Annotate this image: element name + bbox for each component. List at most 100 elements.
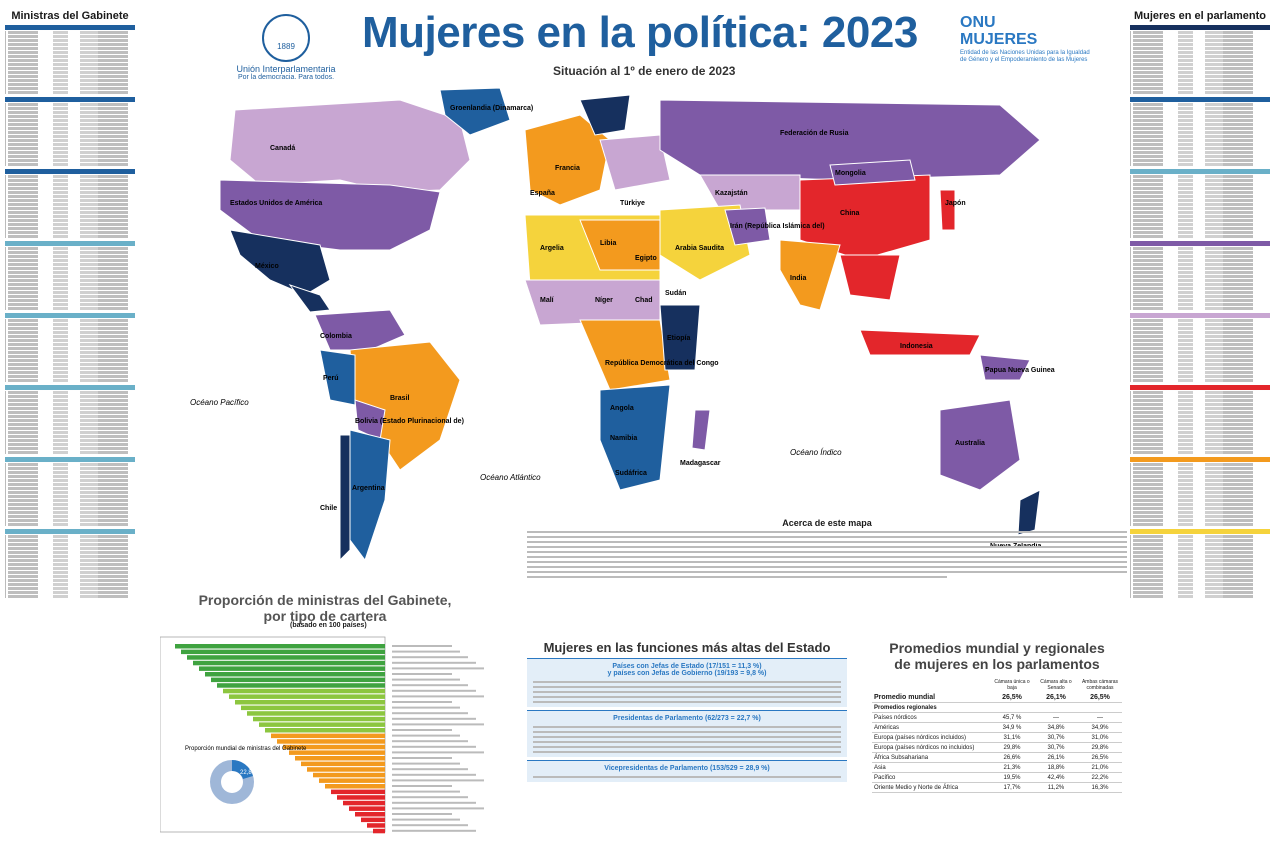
functions-box-deputy: Vicepresidentas de Parlamento (153/529 =… [527,760,847,782]
cabinet-bar-label [392,740,468,743]
cabinet-ministers-panel: Ministras del Gabinete [5,10,135,830]
cabinet-bar-label [392,712,468,715]
label-india: India [790,275,806,282]
world-map: Canadá Estados Unidos de América México … [190,87,1055,562]
label-drc: República Democrática del Congo [605,360,719,367]
rank-band [5,529,135,534]
label-ethiopia: Etiopía [667,335,690,342]
region-southern-africa [599,384,671,491]
rank-rows [1130,463,1270,526]
label-brazil: Brasil [390,395,410,402]
region-europe-west [524,114,611,206]
cabinet-bar [181,649,385,655]
cabinet-bar-label [392,673,452,675]
region-usa [219,179,441,251]
label-algeria: Argelia [540,245,564,252]
functions-head2: Presidentas de Parlamento (62/273 = 22,7… [613,715,761,722]
col-combined: Ambas cámaras combinadas [1081,679,1119,691]
label-chile: Chile [320,505,337,512]
cabinet-bar-label [392,796,468,799]
cabinet-bar-label [392,790,460,793]
rank-band [5,313,135,318]
functions-head1-line1: Países con Jefas de Estado (17/151 = 11,… [612,663,762,670]
label-usa: Estados Unidos de América [230,200,322,207]
rank-rows [5,535,135,598]
rank-band [5,97,135,102]
ipu-tagline: Por la democracia. Para todos. [237,74,335,81]
donut-slice [232,760,253,779]
region-indonesia [859,329,981,356]
region-nz [1017,489,1041,536]
label-france: Francia [555,165,580,172]
cabinet-bar-label [392,785,452,787]
region-scandinavia [579,94,631,136]
label-peru: Perú [323,375,339,382]
onu-logo-line1: ONU [960,14,996,31]
cabinet-bar [319,778,385,783]
onu-mujeres-logo: ONU MUJERES Entidad de las Naciones Unid… [960,14,1090,64]
label-greenland: Groenlandia (Dinamarca) [450,105,533,112]
cabinet-bar-label [392,751,484,754]
label-japan: Japón [945,200,966,207]
label-png: Papua Nueva Guinea [985,367,1055,374]
region-central-am [288,284,331,313]
label-canada: Canadá [270,145,295,152]
rank-band [1130,241,1270,246]
region-colombia-venezuela [314,309,406,351]
cabinet-chart-title: Proporción de ministras del Gabinete, po… [160,592,490,624]
cabinet-bar [367,823,385,828]
functions-deputy-text [527,772,847,782]
label-china: China [840,210,860,217]
label-sudan: Sudán [665,290,686,297]
label-saudi: Arabia Saudita [675,245,724,252]
rank-band [1130,529,1270,534]
region-argentina [349,429,391,562]
functions-head3: Vicepresidentas de Parlamento (153/529 =… [604,765,770,772]
cabinet-bar [229,694,385,699]
about-map-section: Acerca de este mapa [527,518,1127,581]
parliament-ranking-table [1130,25,1270,598]
label-atlantic-ocean: Océano Atlántico [480,473,541,482]
label-iran: Irán (República Islámica del) [730,223,825,230]
label-madagascar: Madagascar [680,460,721,467]
rank-rows [1130,31,1270,94]
label-russia: Federación de Rusia [780,130,849,137]
label-niger: Níger [595,297,613,304]
label-mali: Malí [540,297,555,304]
cabinet-bar [193,660,385,666]
cabinet-bar [205,672,385,677]
cabinet-bar-label [392,734,460,737]
region-japan [939,189,956,231]
rank-band [5,169,135,174]
rank-rows [1130,247,1270,310]
cabinet-bar [313,772,385,778]
regional-row: Asia 21,3% 18,8% 21,0% [872,762,1122,773]
col-lower: Cámara única o baja [994,679,1030,691]
label-mexico: México [255,263,279,270]
region-libya-egypt [579,219,661,271]
cabinet-bar-label [392,818,460,821]
cabinet-bar [349,806,385,811]
about-map-title: Acerca de este mapa [782,518,872,528]
rank-band [1130,385,1270,390]
functions-title: Mujeres en las funciones más altas del E… [543,640,831,655]
rank-rows [5,391,135,454]
cabinet-bar-label [392,757,452,759]
rank-rows [1130,535,1270,598]
onu-logo-line2: MUJERES [960,31,1038,48]
label-mongolia: Mongolia [835,170,866,177]
cabinet-bar-label [392,762,460,765]
region-se-asia [839,254,901,301]
rank-band [5,457,135,462]
cabinet-bar-label [392,701,452,703]
cabinet-bar-label [392,829,476,832]
cabinet-bar-label [392,667,484,670]
regional-section-row: Promedios regionales [872,702,1122,713]
label-libya: Libia [600,240,616,247]
cabinet-bar [301,761,385,767]
regional-row: Europa (países nórdicos no incluidos) 29,… [872,742,1122,753]
label-chad: Chad [635,297,653,304]
donut-value: 22,8 % [240,770,259,776]
regional-title-line1: Promedios mundial y regionales [889,640,1105,656]
cabinet-bar-label [392,684,468,687]
